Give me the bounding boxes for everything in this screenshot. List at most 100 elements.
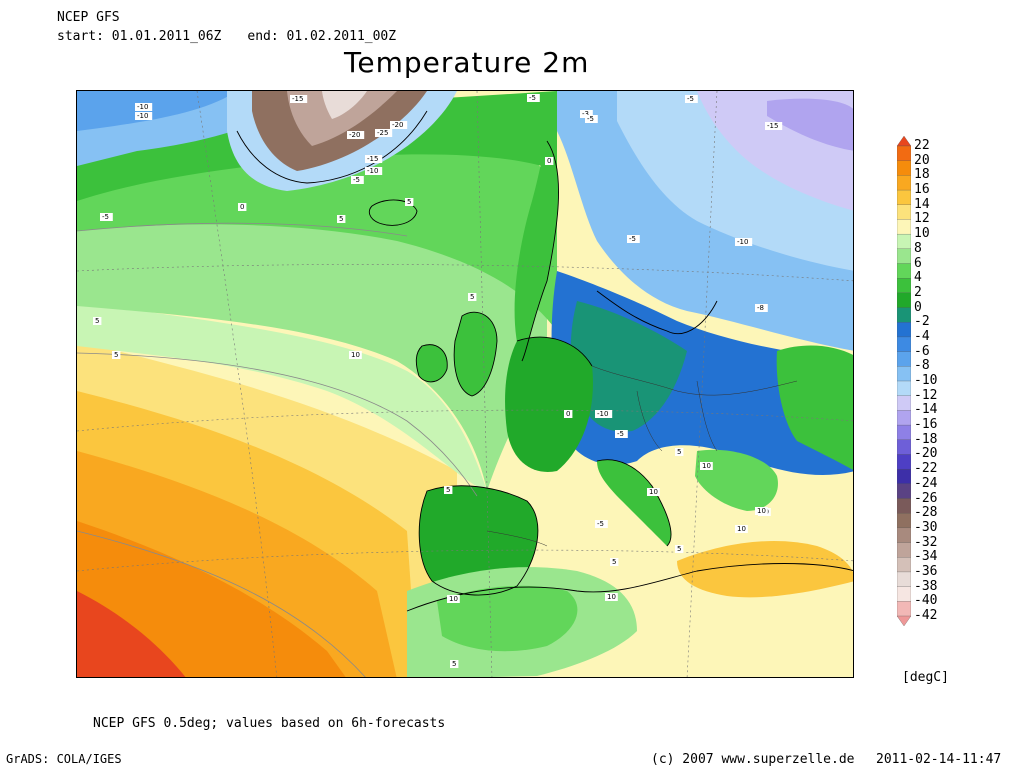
legend-swatch xyxy=(897,571,911,588)
libya-desert xyxy=(677,541,853,598)
legend-tick: -18 xyxy=(914,431,938,447)
legend-tick: 22 xyxy=(914,138,930,153)
start-time: 01.01.2011_06Z xyxy=(111,29,222,44)
contour-label-bg xyxy=(755,304,768,312)
contour-label: 0 xyxy=(566,410,570,418)
contour-label-bg xyxy=(93,317,102,325)
legend-tick: -6 xyxy=(914,343,930,359)
contour-label-bg xyxy=(700,462,713,470)
contour-label-bg xyxy=(468,293,477,301)
contour-label-bg xyxy=(405,198,414,206)
contour-label: -8 xyxy=(757,304,764,312)
legend-tick: -4 xyxy=(914,328,930,344)
contour-label: -5 xyxy=(597,520,604,528)
contour-label-bg xyxy=(627,235,640,243)
legend-swatch xyxy=(897,498,911,514)
legend-swatch xyxy=(897,410,911,426)
legend-swatch xyxy=(897,307,911,323)
band-minus16 xyxy=(767,98,853,151)
contour-label-bg xyxy=(595,520,608,528)
contour-label-bg xyxy=(585,115,598,123)
contour-label-bg xyxy=(755,507,768,515)
legend-swatch xyxy=(897,233,911,250)
contour-label-bg xyxy=(735,238,753,246)
contour-label-bg xyxy=(100,213,113,221)
temperature-map: -15 -10 -10 -5 -20 -25 -20 -15 -10 -5 -5 -3 -5 -5 0 0 5 5… xyxy=(76,90,854,678)
grads-credit: GrADS: COLA/IGES xyxy=(6,752,122,766)
ireland xyxy=(416,344,448,382)
contour-label-bg xyxy=(675,545,684,553)
map-title: Temperature 2m xyxy=(344,46,590,79)
legend-tick: -24 xyxy=(914,475,938,491)
legend-swatch xyxy=(897,160,911,177)
contour-label-bg xyxy=(112,351,121,359)
legend-tick: 4 xyxy=(914,270,922,286)
contour-label: -5 xyxy=(617,430,624,438)
legend-swatch xyxy=(897,424,911,441)
legend-swatch xyxy=(897,483,911,500)
contour-label-bg xyxy=(765,122,783,130)
contour-label: 10 xyxy=(607,593,616,601)
legend-swatch xyxy=(897,278,911,294)
contour-label: 5 xyxy=(452,660,456,668)
legend-swatch xyxy=(897,615,911,626)
end-time: 01.02.2011_00Z xyxy=(286,29,397,44)
isotherms xyxy=(77,222,478,677)
contour-label-bg xyxy=(390,121,408,129)
contour-label: 5 xyxy=(677,545,681,553)
band-12 xyxy=(77,301,487,491)
forecast-period: start: 01.01.2011_06Z end: 01.02.2011_00Z xyxy=(57,29,396,44)
coastlines xyxy=(236,110,853,612)
legend-tick: -36 xyxy=(914,563,938,579)
legend-tick: -16 xyxy=(914,417,938,433)
contour-label: 0 xyxy=(547,157,551,165)
legend-tick: 6 xyxy=(914,255,922,271)
contour-label-bg xyxy=(685,95,698,103)
legend-swatch xyxy=(897,513,911,529)
cold-west-2 xyxy=(77,91,237,131)
contour-label: -25 xyxy=(377,129,388,137)
legend-swatch xyxy=(897,336,911,353)
legend-tick: 14 xyxy=(914,196,930,212)
italy xyxy=(597,459,672,546)
legend-swatch xyxy=(897,145,911,162)
legend-swatch xyxy=(897,322,911,338)
contour-label: 10 xyxy=(702,462,711,470)
contour-label-bg xyxy=(444,486,453,494)
contour-label-bg xyxy=(375,129,393,137)
contour-label: 10 xyxy=(449,595,458,603)
legend-swatch xyxy=(897,175,911,191)
legend-tick: -26 xyxy=(914,490,938,506)
legend-tick: -2 xyxy=(914,314,930,330)
contour-label: 5 xyxy=(95,317,99,325)
legend-swatch xyxy=(897,542,911,558)
contour-label: 5 xyxy=(446,486,450,494)
france xyxy=(505,337,593,472)
norway-coast xyxy=(514,141,559,361)
iceland xyxy=(369,199,417,226)
contour-label-bg xyxy=(615,430,628,438)
legend-swatch xyxy=(897,380,911,397)
greenland-peak xyxy=(322,91,367,119)
contour-label: 10 xyxy=(649,488,658,496)
legend-swatch xyxy=(897,557,911,573)
start-label: start: xyxy=(57,29,104,44)
legend-swatch xyxy=(897,601,911,617)
legend-swatch xyxy=(897,351,911,367)
contour-label-bg xyxy=(564,410,573,418)
footnote: NCEP GFS 0.5deg; values based on 6h-fore… xyxy=(93,716,446,731)
contour-label: 10 xyxy=(351,351,360,359)
legend-swatch xyxy=(897,439,911,456)
legend-tick: -32 xyxy=(914,534,938,550)
contour-label: -10 xyxy=(137,112,148,120)
legend-swatch xyxy=(897,292,911,309)
contour-label: -5 xyxy=(629,235,636,243)
contour-label: -5 xyxy=(353,176,360,184)
contour-label: -5 xyxy=(102,213,109,221)
model-name: NCEP GFS xyxy=(57,10,120,25)
contour-label-bg xyxy=(675,448,684,456)
legend-swatch xyxy=(897,586,911,602)
contour-label: 5 xyxy=(114,351,118,359)
contour-label-bg xyxy=(527,94,540,102)
legend-tick: 16 xyxy=(914,182,930,198)
